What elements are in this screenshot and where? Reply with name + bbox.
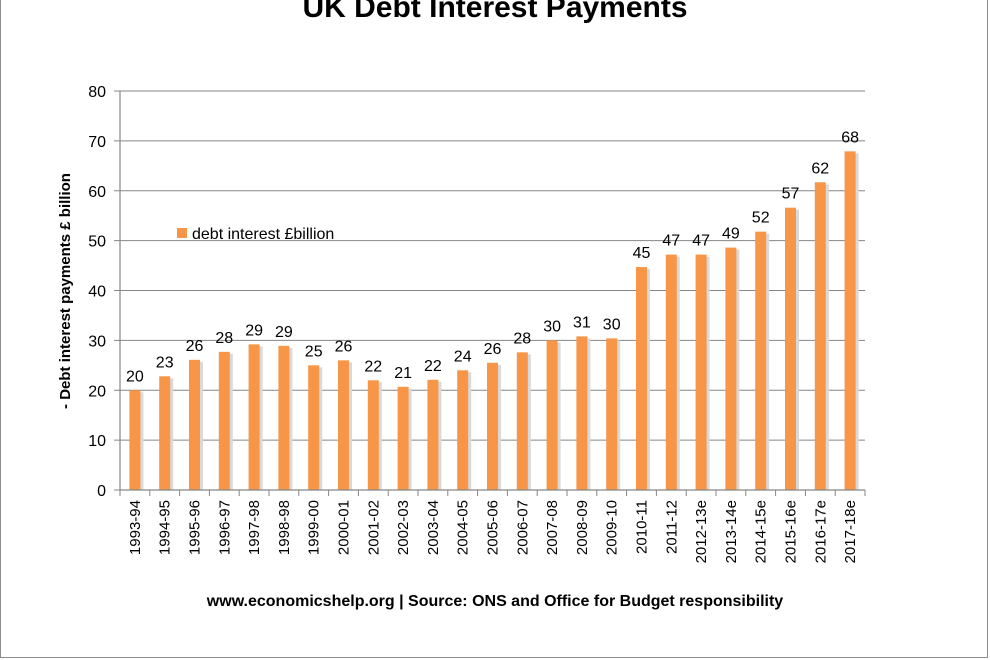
y-tick-label: 50 [88, 234, 106, 251]
x-tick-label: 1996-97 [216, 500, 233, 555]
x-tick-label: 2011-12 [663, 500, 680, 554]
x-tick-label: 2000-01 [336, 500, 353, 555]
data-label: 26 [186, 338, 204, 355]
x-tick-label: 2004-05 [455, 500, 472, 555]
chart-title: UK Debt Interest Payments [302, 0, 688, 24]
x-tick-label: 1994-95 [157, 500, 174, 555]
y-tick-label: 30 [88, 333, 106, 350]
y-tick-label: 40 [88, 284, 106, 301]
x-tick-label: 2017-18e [842, 500, 859, 563]
x-tick-label: 2010-11 [634, 500, 651, 554]
x-axis-ticks: 1993-94 1994-95 1995-96 1996-97 1997-98 1998-… [119, 490, 866, 563]
data-labels: 20 23 26 28 29 29 25 26 22 21 22 24 26 28 30 31 30 45 47 47… [126, 129, 859, 385]
y-tick-label: 60 [88, 184, 106, 201]
data-label: 24 [454, 348, 472, 365]
x-tick-label: 1999-00 [306, 500, 323, 555]
bar [755, 231, 767, 490]
bar [189, 359, 200, 490]
data-label: 68 [841, 129, 859, 146]
data-label: 31 [573, 314, 591, 331]
x-tick-label: 2009-10 [604, 500, 621, 555]
x-tick-label: 2007-08 [544, 500, 561, 555]
bar [129, 390, 141, 490]
bar [695, 254, 707, 490]
data-label: 21 [394, 365, 412, 382]
x-tick-label: 1998-98 [276, 500, 293, 555]
data-label: 47 [692, 233, 710, 250]
bars [129, 151, 859, 491]
y-tick-label: 0 [97, 483, 106, 500]
x-tick-label: 2015-16e [783, 500, 800, 563]
bar [576, 336, 588, 490]
bar [278, 345, 290, 490]
x-tick-label: 2008-09 [574, 500, 591, 555]
x-tick-label: 2003-04 [425, 500, 442, 555]
y-axis-ticks: 0 10 20 30 40 50 60 70 80 [88, 84, 120, 500]
x-tick-label: 2012-13e [693, 500, 710, 563]
bar [636, 267, 647, 490]
data-label: 26 [484, 341, 502, 358]
data-label: 28 [215, 330, 233, 347]
legend-swatch [177, 228, 187, 238]
x-tick-label: 2005-06 [485, 500, 502, 555]
y-axis-label: - Debt interest payments £ billion [57, 173, 74, 409]
data-label: 28 [513, 330, 531, 347]
data-label: 49 [722, 226, 740, 243]
x-tick-label: 2001-02 [365, 500, 382, 555]
data-label: 62 [811, 160, 829, 177]
x-tick-label: 2013-14e [723, 500, 740, 563]
bar [487, 362, 498, 490]
data-label: 29 [275, 324, 293, 341]
bar [397, 386, 409, 490]
bar [844, 151, 856, 490]
data-label: 47 [662, 233, 680, 250]
data-label: 30 [543, 318, 561, 335]
bar [367, 380, 379, 490]
bar [159, 376, 171, 490]
legend: debt interest £billion [177, 226, 334, 243]
data-label: 29 [245, 322, 263, 339]
x-tick-label: 1995-96 [187, 500, 204, 555]
bar [725, 247, 737, 490]
legend-label: debt interest £billion [192, 226, 334, 243]
data-label: 22 [424, 358, 442, 375]
data-label: 52 [752, 210, 770, 227]
bar [427, 379, 439, 490]
bar [248, 344, 260, 490]
bar [218, 351, 230, 490]
data-label: 57 [782, 186, 800, 203]
data-label: 25 [305, 343, 323, 360]
x-tick-label: 1997-98 [246, 500, 263, 555]
bar [546, 340, 558, 490]
x-tick-label: 1993-94 [127, 500, 144, 555]
x-tick-label: 2002-03 [395, 500, 412, 555]
bar [516, 352, 528, 490]
y-tick-label: 80 [88, 84, 106, 101]
bar [785, 207, 796, 490]
data-label: 23 [156, 354, 174, 371]
bar [606, 338, 618, 490]
x-tick-label: 2014-15e [753, 500, 770, 563]
bar [457, 370, 469, 490]
bar [814, 182, 826, 491]
bar [665, 254, 677, 490]
y-tick-label: 70 [88, 134, 106, 151]
y-tick-label: 20 [88, 383, 106, 400]
data-label: 26 [335, 338, 353, 355]
data-label: 22 [364, 358, 382, 375]
x-tick-label: 2016-17e [812, 500, 829, 563]
bar [308, 365, 320, 490]
bar [338, 360, 349, 490]
data-label: 30 [603, 316, 621, 333]
data-label: 45 [633, 245, 651, 262]
source-caption: www.economicshelp.org | Source: ONS and … [206, 593, 784, 610]
data-label: 20 [126, 368, 144, 385]
y-tick-label: 10 [88, 433, 106, 450]
x-tick-label: 2006-07 [514, 500, 531, 555]
